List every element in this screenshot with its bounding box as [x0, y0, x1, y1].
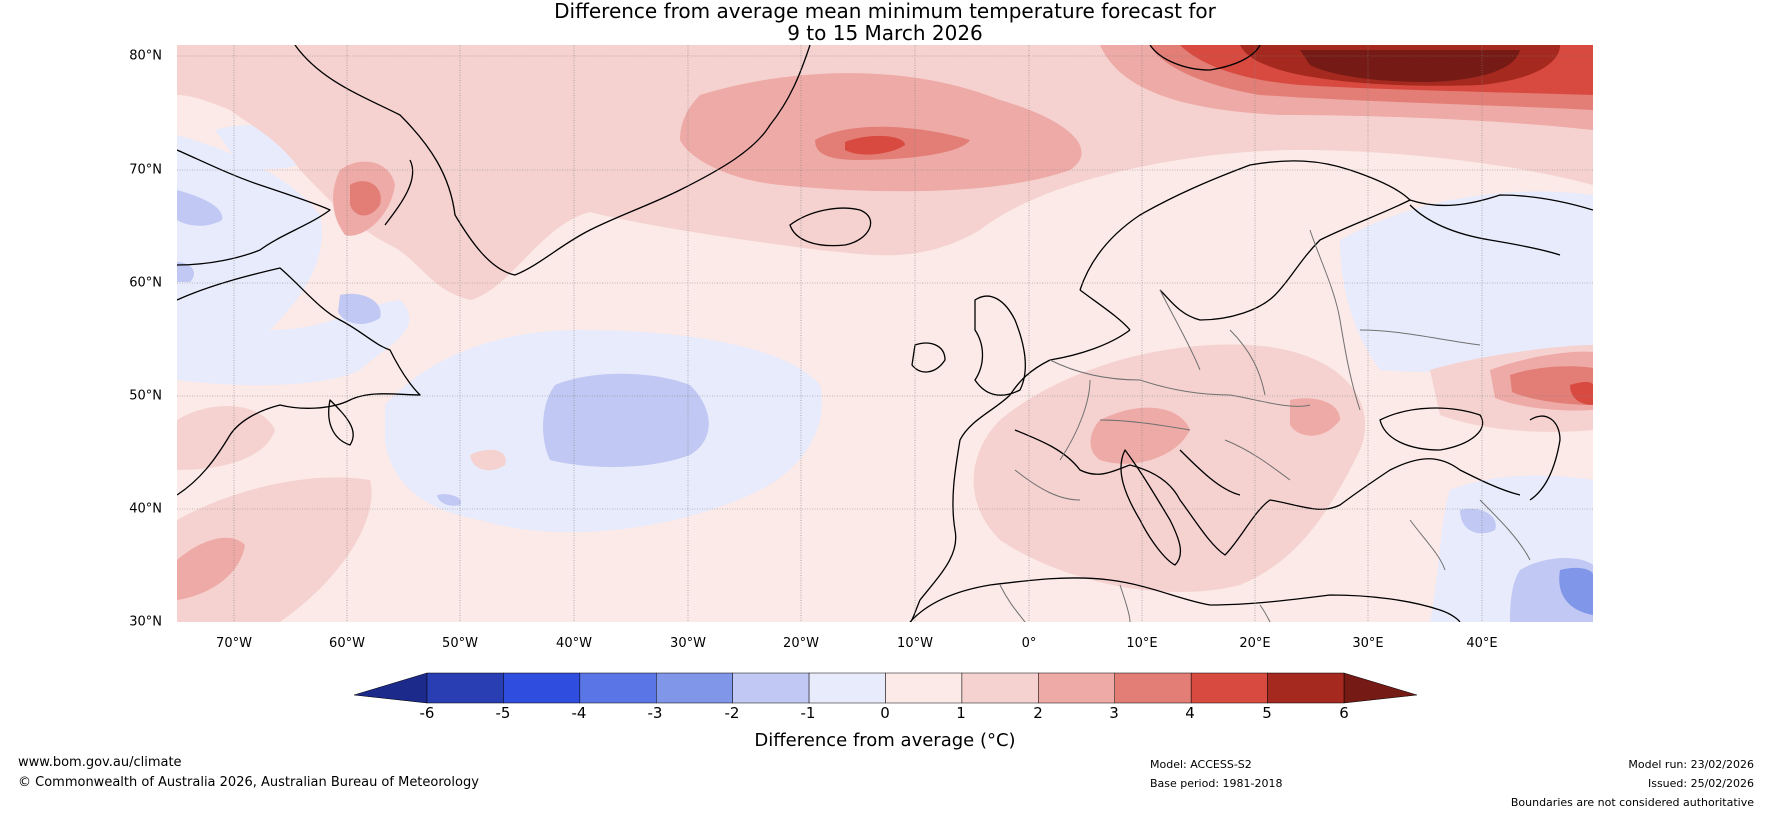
lon-label-50w: 50°W [442, 636, 478, 651]
colorbar-tick: 3 [1109, 704, 1119, 722]
colorbar-segment [503, 672, 581, 704]
graticule [177, 45, 1593, 622]
footer-model-run: Model run: 23/02/2026 [1628, 758, 1754, 771]
colorbar-tick: -6 [419, 704, 435, 722]
map-title-line-1: Difference from average mean minimum tem… [554, 0, 1216, 23]
colorbar-segment [808, 672, 886, 704]
colorbar-tick: -2 [724, 704, 740, 722]
lon-label-40w: 40°W [556, 636, 592, 651]
colorbar-segment [426, 672, 504, 704]
footer-boundaries-note: Boundaries are not considered authoritat… [1510, 796, 1754, 809]
colorbar-tick: -3 [647, 704, 663, 722]
coastlines [177, 45, 1593, 622]
colorbar-tick: 5 [1262, 704, 1272, 722]
colorbar-segment [1190, 672, 1268, 704]
colorbar-segment [732, 672, 810, 704]
colorbar-tick: -1 [800, 704, 816, 722]
lat-label-80n: 80°N [129, 48, 162, 64]
colorbar-tick: 2 [1033, 704, 1043, 722]
colorbar [353, 672, 1418, 704]
lon-label-10e: 10°E [1126, 636, 1158, 651]
colorbar-tick: -4 [571, 704, 587, 722]
anomaly-negative-3 [1559, 567, 1593, 615]
lon-label-10w: 10°W [897, 636, 933, 651]
footer-copyright: © Commonwealth of Australia 2026, Austra… [18, 775, 479, 790]
footer-issued: Issued: 25/02/2026 [1647, 777, 1754, 790]
lat-label-50n: 50°N [129, 388, 162, 404]
colorbar-over-arrow [1343, 672, 1418, 704]
footer-website-link[interactable]: www.bom.gov.au/climate [18, 755, 182, 770]
lat-label-70n: 70°N [129, 162, 162, 178]
country-borders [999, 229, 1531, 622]
anomaly-positive-6 [1300, 50, 1520, 82]
lon-label-0: 0° [1021, 636, 1037, 651]
colorbar-segment [1267, 672, 1345, 704]
lon-label-20e: 20°E [1239, 636, 1271, 651]
colorbar-tick: 0 [880, 704, 890, 722]
colorbar-segment [1114, 672, 1192, 704]
footer-base-period: Base period: 1981-2018 [1150, 777, 1283, 790]
colorbar-segment [579, 672, 657, 704]
lon-label-30w: 30°W [670, 636, 706, 651]
lon-label-20w: 20°W [783, 636, 819, 651]
colorbar-label: Difference from average (°C) [754, 730, 1016, 751]
lat-label-60n: 60°N [129, 275, 162, 291]
lon-label-30e: 30°E [1352, 636, 1384, 651]
footer-model: Model: ACCESS-S2 [1150, 758, 1252, 771]
map-title-line-2: 9 to 15 March 2026 [787, 21, 983, 45]
lat-label-30n: 30°N [129, 614, 162, 630]
lon-label-60w: 60°W [329, 636, 365, 651]
map-panel[interactable] [177, 45, 1593, 622]
colorbar-segment [1038, 672, 1116, 704]
colorbar-tick: 6 [1339, 704, 1349, 722]
colorbar-segment [656, 672, 733, 704]
colorbar-tick: 4 [1185, 704, 1195, 722]
lon-label-70w: 70°W [216, 636, 252, 651]
colorbar-tick: 1 [956, 704, 966, 722]
colorbar-segment [961, 672, 1039, 704]
colorbar-tick: -5 [495, 704, 511, 722]
lon-label-40e: 40°E [1466, 636, 1498, 651]
colorbar-segment [885, 672, 963, 704]
colorbar-under-arrow [353, 672, 428, 704]
lat-label-40n: 40°N [129, 501, 162, 517]
